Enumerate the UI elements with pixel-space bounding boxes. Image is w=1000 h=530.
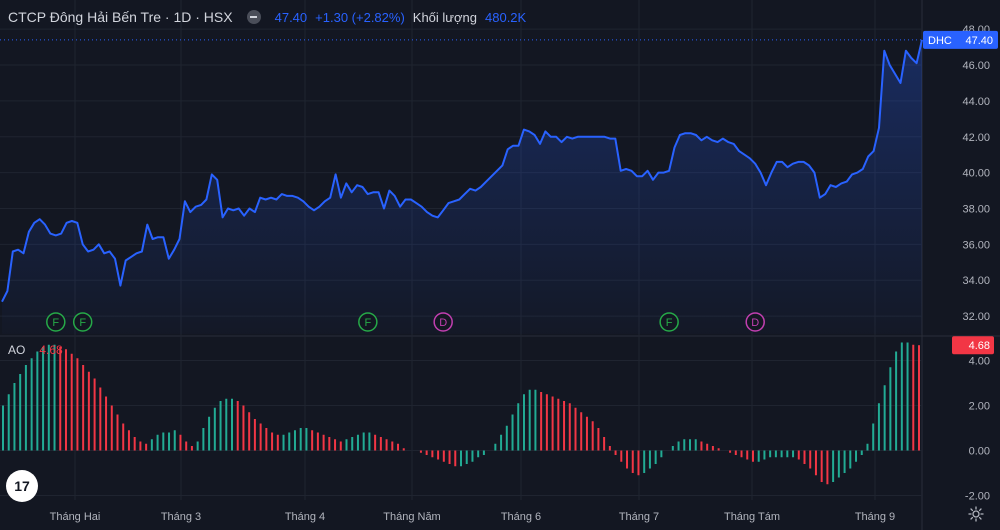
price-tick-label: 44.00 bbox=[962, 96, 990, 108]
ao-tick-label: 4.00 bbox=[969, 356, 990, 368]
price-tick-label: 46.00 bbox=[962, 60, 990, 72]
chart-header: CTCP Đông Hải Bến Tre · 1D · HSX 47.40 +… bbox=[8, 8, 526, 26]
price-y-axis[interactable]: 32.00 34.00 36.00 38.00 40.00 42.00 44.00 46.00… bbox=[962, 24, 990, 323]
x-tick-label: Tháng Hai bbox=[50, 511, 101, 523]
svg-text:F: F bbox=[364, 317, 371, 329]
indicator-value: 4.68 bbox=[39, 343, 63, 357]
volume-label: Khối lượng bbox=[412, 9, 477, 25]
ao-histogram bbox=[2, 342, 920, 485]
event-marker-F[interactable]: F bbox=[72, 312, 93, 332]
svg-text:F: F bbox=[52, 317, 59, 329]
ao-tick-label: 2.00 bbox=[969, 401, 990, 413]
price-tick-label: 34.00 bbox=[962, 275, 990, 287]
svg-text:F: F bbox=[79, 317, 86, 329]
event-marker-F[interactable]: F bbox=[659, 312, 679, 332]
price-tick-label: 42.00 bbox=[962, 132, 990, 144]
settings-gear-icon[interactable] bbox=[968, 506, 984, 522]
symbol-title[interactable]: CTCP Đông Hải Bến Tre · 1D · HSX bbox=[8, 9, 233, 25]
x-tick-label: Tháng 4 bbox=[285, 511, 325, 523]
price-line bbox=[1, 39, 923, 303]
ao-y-axis[interactable]: 4.00 2.00 0.00 -2.00 bbox=[965, 356, 990, 503]
svg-text:4.68: 4.68 bbox=[969, 340, 990, 352]
price-tick-label: 36.00 bbox=[962, 239, 990, 251]
x-tick-label: Tháng Năm bbox=[383, 511, 440, 523]
svg-text:DHC: DHC bbox=[928, 35, 952, 47]
ao-tick-label: -2.00 bbox=[965, 491, 990, 503]
event-marker-D[interactable]: D bbox=[433, 312, 453, 332]
svg-text:D: D bbox=[439, 317, 447, 329]
svg-text:47.40: 47.40 bbox=[965, 35, 993, 47]
tradingview-logo-icon[interactable]: 17 bbox=[6, 470, 38, 502]
price-change: +1.30 (+2.82%) bbox=[315, 9, 405, 25]
event-marker-F[interactable]: F bbox=[358, 312, 378, 332]
price-tick-label: 38.00 bbox=[962, 203, 990, 215]
time-x-axis[interactable]: Tháng Hai Tháng 3 Tháng 4 Tháng Năm Tháng 6 T… bbox=[50, 511, 896, 523]
last-price: 47.40 bbox=[274, 9, 308, 25]
last-value-tags: DHC 47.40 4.68 bbox=[923, 30, 998, 355]
price-last-tag: DHC 47.40 bbox=[923, 30, 998, 49]
price-tick-label: 32.00 bbox=[962, 311, 990, 323]
ao-tick-label: 0.00 bbox=[969, 446, 990, 458]
indicator-header[interactable]: AO 4.68 bbox=[8, 343, 63, 357]
svg-text:F: F bbox=[666, 317, 673, 329]
x-tick-label: Tháng 9 bbox=[855, 511, 895, 523]
ao-last-tag: 4.68 bbox=[952, 336, 994, 355]
x-tick-label: Tháng 7 bbox=[619, 511, 659, 523]
price-area-fill bbox=[2, 39, 922, 335]
volume-value: 480.2K bbox=[485, 9, 527, 25]
collapse-icon[interactable] bbox=[246, 10, 261, 24]
svg-text:D: D bbox=[751, 317, 759, 329]
event-marker-D[interactable]: D bbox=[745, 312, 765, 332]
price-area bbox=[0, 39, 923, 335]
indicator-name: AO bbox=[8, 343, 26, 357]
event-marker-F[interactable]: F bbox=[46, 312, 66, 332]
price-tick-label: 40.00 bbox=[962, 168, 990, 180]
x-tick-label: Tháng 6 bbox=[501, 511, 541, 523]
x-tick-label: Tháng Tám bbox=[724, 511, 780, 523]
x-tick-label: Tháng 3 bbox=[161, 511, 201, 523]
